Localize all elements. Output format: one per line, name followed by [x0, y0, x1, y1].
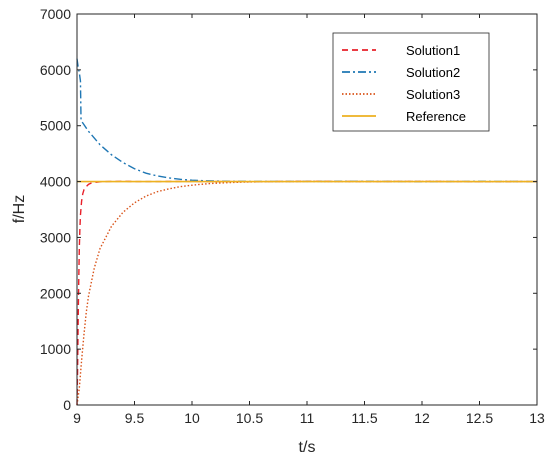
y-tick-label: 7000 — [40, 6, 71, 22]
x-tick-label: 13 — [529, 410, 545, 426]
x-tick-label: 11 — [300, 410, 315, 426]
series-line-solution3 — [76, 180, 538, 406]
y-tick-label: 4000 — [40, 174, 71, 190]
x-axis-label: t/s — [299, 439, 316, 456]
y-tick-label: 1000 — [40, 341, 71, 357]
legend-label-solution2: Solution2 — [406, 65, 460, 80]
y-tick-label: 3000 — [40, 229, 71, 245]
legend: Solution1 Solution2 Solution3 Reference — [332, 32, 490, 132]
x-tick-label: 9 — [73, 410, 81, 426]
x-tick-label: 9.5 — [125, 410, 145, 426]
legend-label-reference: Reference — [406, 109, 466, 124]
x-tick-label: 12 — [414, 410, 430, 426]
y-tick-label: 5000 — [40, 118, 71, 134]
y-tick-label: 6000 — [40, 62, 71, 78]
series-layer — [76, 58, 538, 406]
y-tick-label: 2000 — [40, 285, 71, 301]
x-tick-label: 10 — [184, 410, 200, 426]
ticks-layer: 9 9.5 10 10.5 11 11.5 12 12.5 13 0 1000 2000 3000 400… — [40, 6, 545, 426]
x-tick-label: 11.5 — [351, 410, 377, 426]
legend-label-solution1: Solution1 — [406, 43, 460, 58]
x-tick-label: 12.5 — [466, 410, 493, 426]
legend-label-solution3: Solution3 — [406, 87, 460, 102]
y-axis-label: f/Hz — [11, 195, 28, 223]
legend-box — [332, 32, 490, 132]
x-tick-label: 10.5 — [236, 410, 263, 426]
y-tick-label: 0 — [63, 397, 71, 413]
